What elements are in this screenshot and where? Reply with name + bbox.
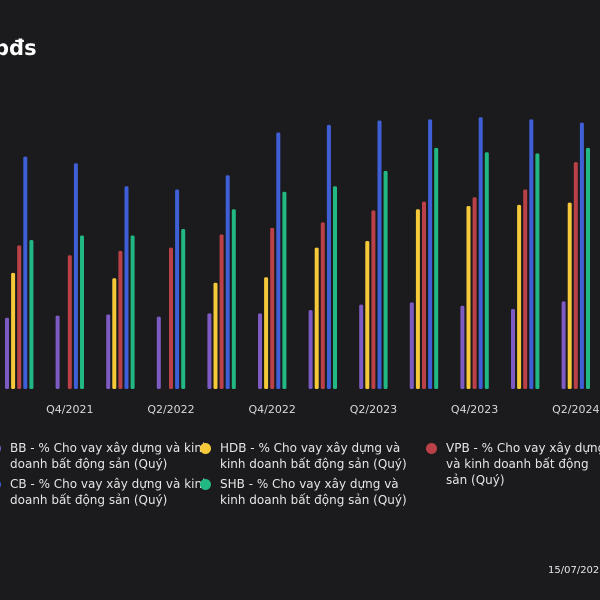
bar-1-Q2-2024: [561, 301, 566, 389]
bar-3-Q1-2024: [523, 189, 528, 389]
x-tick-label: Q4/2023: [451, 403, 498, 416]
bar-5-Q4-2023: [484, 152, 489, 389]
x-tick-label: Q2/2023: [350, 403, 397, 416]
bar-4-Q3-2021: [23, 156, 28, 389]
bar-4-Q1-2022: [124, 186, 129, 389]
bar-2-Q1-2023: [314, 247, 319, 389]
legend-marker: [200, 443, 211, 454]
bar-3-Q4-2023: [472, 197, 477, 389]
bar-2-Q4-2023: [466, 205, 471, 389]
bar-3-Q3-2021: [17, 245, 22, 389]
bar-3-Q1-2023: [320, 222, 325, 389]
bar-3-Q1-2022: [118, 250, 123, 389]
chart-title: bđs: [0, 36, 37, 60]
bar-5-Q4-2022: [282, 191, 287, 389]
bar-4-Q3-2022: [225, 175, 230, 389]
legend-item: HDB - % Cho vay xây dựng và kinh doanh b…: [200, 440, 425, 472]
bar-1-Q2-2023: [359, 304, 364, 389]
bar-1-Q4-2023: [460, 305, 465, 389]
legend-item: BB - % Cho vay xây dựng và kinh doanh bấ…: [0, 440, 215, 472]
bar-1-Q1-2022: [106, 314, 111, 389]
bar-1-Q3-2022: [207, 313, 212, 389]
bar-5-Q3-2023: [434, 147, 439, 389]
date-label: 15/07/202: [548, 565, 600, 576]
bar-3-Q4-2022: [270, 227, 275, 389]
bar-5-Q3-2021: [29, 239, 34, 389]
bar-5-Q1-2022: [130, 235, 135, 389]
legend-label: BB - % Cho vay xây dựng và kinh doanh bấ…: [10, 441, 210, 471]
bar-5-Q2-2024: [586, 147, 590, 389]
bar-5-Q3-2022: [231, 209, 236, 389]
bar-1-Q3-2023: [409, 302, 414, 389]
bar-4-Q1-2024: [529, 119, 534, 389]
legend-item: CB - % Cho vay xây dựng và kinh doanh bấ…: [0, 476, 215, 508]
bar-1-Q4-2022: [258, 313, 262, 389]
bar-4-Q2-2024: [579, 122, 584, 389]
legend-marker: [0, 479, 1, 490]
bar-2-Q4-2022: [264, 277, 269, 389]
bar-4-Q2-2022: [175, 189, 180, 389]
legend-marker: [426, 443, 437, 454]
x-tick-label: Q2/2024: [552, 403, 599, 416]
bar-2-Q1-2024: [517, 204, 522, 389]
bar-3-Q3-2022: [219, 234, 224, 389]
legend-item: VPB - % Cho vay xây dựng và kinh doanh b…: [426, 440, 600, 488]
bar-4-Q4-2021: [73, 163, 78, 389]
bar-3-Q4-2021: [67, 255, 72, 389]
legend-marker: [200, 479, 211, 490]
bar-4-Q3-2023: [428, 119, 433, 389]
bar-3-Q2-2024: [573, 162, 578, 389]
legend-label: CB - % Cho vay xây dựng và kinh doanh bấ…: [10, 477, 210, 507]
bar-4-Q4-2022: [276, 132, 281, 389]
chart-legend: BB - % Cho vay xây dựng và kinh doanh bấ…: [0, 436, 600, 526]
bar-4-Q4-2023: [478, 117, 483, 389]
legend-label: HDB - % Cho vay xây dựng và kinh doanh b…: [220, 441, 407, 471]
bar-2-Q3-2022: [213, 282, 218, 389]
bar-1-Q2-2022: [156, 316, 161, 389]
bar-3-Q2-2023: [371, 210, 376, 389]
x-tick-label: Q4/2022: [249, 403, 296, 416]
bar-4-Q2-2023: [377, 120, 382, 389]
bar-2-Q2-2023: [365, 241, 370, 389]
bar-2-Q1-2022: [112, 278, 117, 389]
legend-label: VPB - % Cho vay xây dựng và kinh doanh b…: [446, 441, 600, 487]
legend-label: SHB - % Cho vay xây dựng và kinh doanh b…: [220, 477, 407, 507]
legend-marker: [0, 443, 1, 454]
bar-5-Q1-2024: [535, 153, 540, 389]
x-tick-label: Q4/2021: [46, 403, 93, 416]
legend-item: SHB - % Cho vay xây dựng và kinh doanh b…: [200, 476, 425, 508]
bar-4-Q1-2023: [326, 124, 331, 389]
bar-1-Q4-2021: [55, 315, 60, 389]
bar-2-Q3-2023: [415, 209, 420, 389]
bar-5-Q1-2023: [333, 186, 337, 389]
bar-5-Q4-2021: [80, 235, 84, 389]
bar-5-Q2-2023: [383, 170, 388, 389]
bar-1-Q1-2023: [308, 310, 313, 389]
bar-chart: Q4/2021 Q2/2022 Q4/2022 Q2/2023 Q4/2023 Q2/20…: [5, 117, 599, 416]
bar-3-Q2-2022: [169, 247, 173, 389]
x-tick-label: Q2/2022: [147, 403, 194, 416]
bar-2-Q3-2021: [11, 272, 16, 389]
bar-1-Q3-2021: [5, 317, 9, 389]
bar-3-Q3-2023: [422, 201, 426, 389]
bar-5-Q2-2022: [181, 228, 186, 389]
bar-2-Q2-2024: [567, 202, 572, 389]
bar-1-Q1-2024: [511, 308, 515, 389]
